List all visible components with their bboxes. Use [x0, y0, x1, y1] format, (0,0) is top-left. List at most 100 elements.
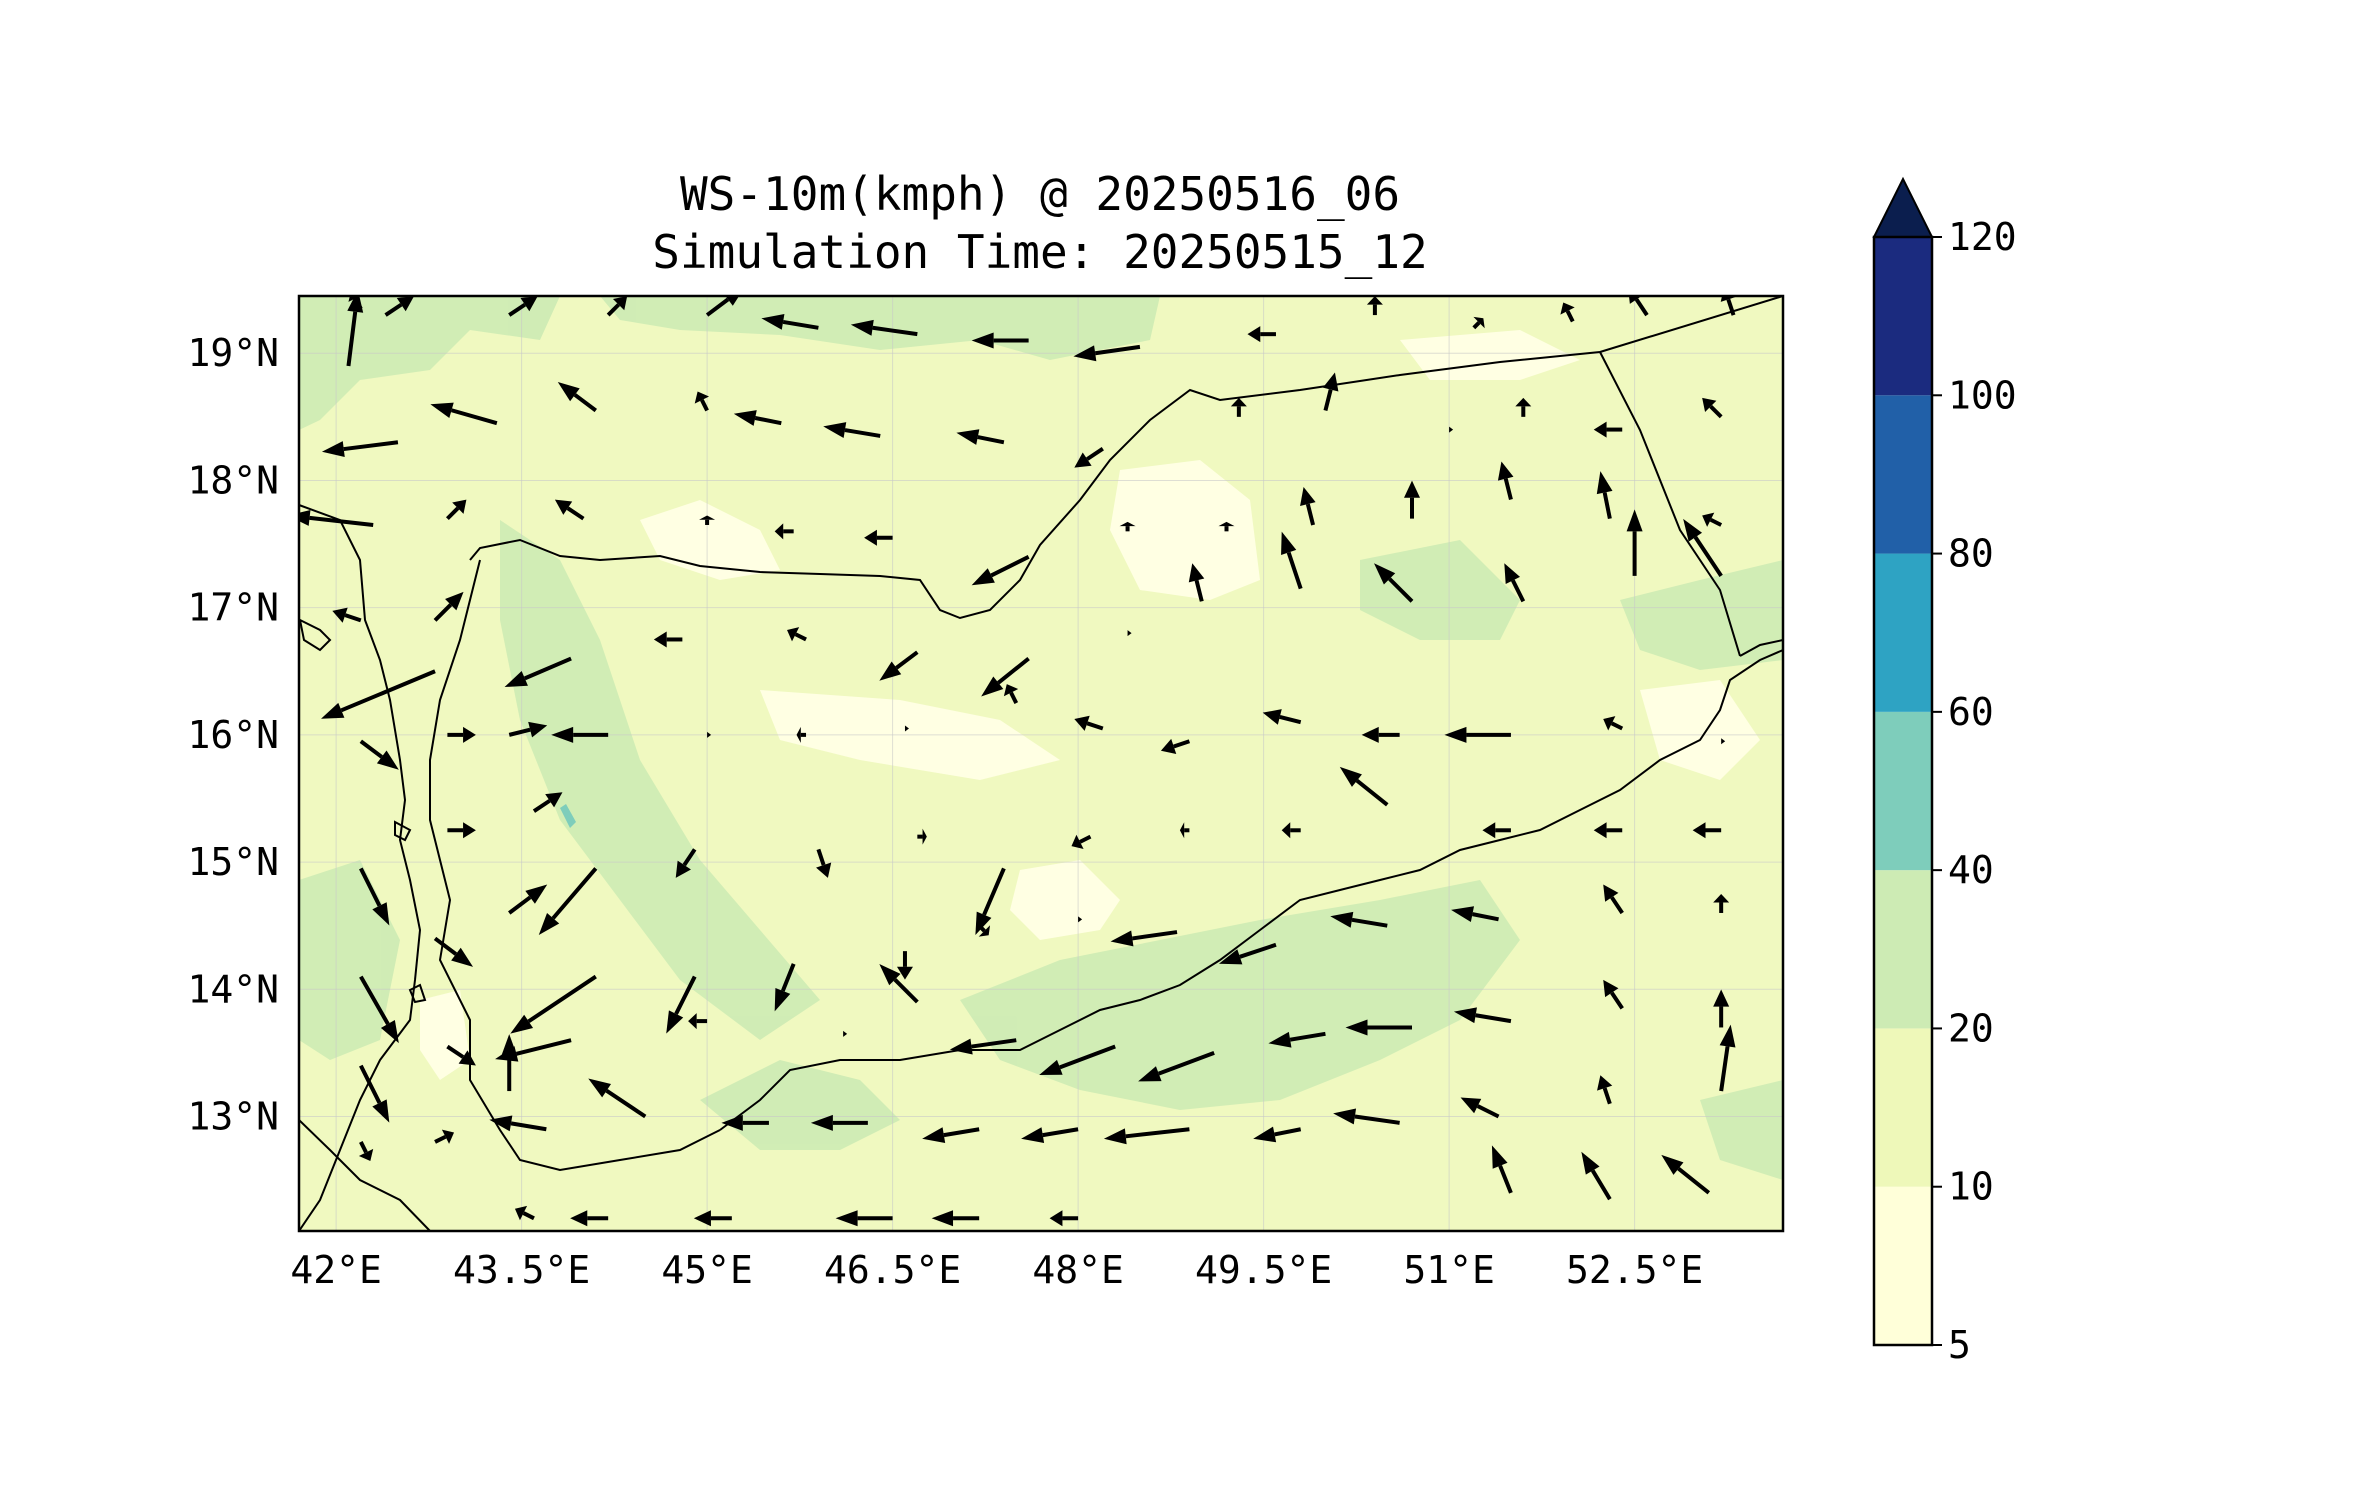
wind-vector-44 — [332, 607, 362, 623]
colorbar-segment-0 — [1874, 1186, 1932, 1345]
coastline-islands — [299, 618, 427, 1004]
colorbar: 5 10 20 40 60 80 100 120 — [1872, 176, 2017, 1367]
wind-vector-112 — [1039, 1044, 1116, 1076]
colorbar-segment-5 — [1874, 395, 1932, 554]
wind-vector-117 — [1603, 979, 1624, 1010]
wind-vector-60 — [447, 726, 476, 743]
wind-vector-45 — [433, 591, 464, 622]
wind-vector-97 — [1078, 916, 1083, 923]
wind-vector-52 — [1127, 630, 1132, 637]
wind-vector-6 — [823, 422, 881, 438]
map-panel — [299, 296, 1783, 1231]
colorbar-tick-label: 60 — [1948, 690, 1994, 734]
wind-vector-71 — [1444, 726, 1511, 743]
map-frame — [297, 294, 1785, 1233]
wind-vector-122 — [588, 1078, 647, 1119]
wind-vector-108 — [688, 1013, 708, 1030]
wind-vector-87 — [1593, 822, 1623, 839]
wind-vector-3 — [557, 381, 597, 413]
wind-vector-50 — [879, 650, 919, 681]
lat-tick-label: 17°N — [187, 586, 279, 630]
longitude-ticks: 42°E 43.5°E 45°E 46.5°E 48°E 49.5°E 51°E 52.5°E — [290, 1248, 1703, 1292]
wind-vector-56 — [1504, 563, 1526, 603]
wind-vector-66 — [1003, 684, 1019, 704]
wind-vector-2 — [430, 402, 498, 426]
wind-vector-113 — [1138, 1051, 1215, 1082]
wind-vector-119 — [358, 1141, 374, 1161]
colorbar-extend-arrow — [1872, 176, 1934, 238]
wind-vector-30 — [299, 509, 374, 527]
wind-vector-68 — [1160, 738, 1191, 755]
colorbar-frame — [1872, 235, 1934, 1347]
wind-vector-86 — [1482, 822, 1511, 839]
wind-vector-93 — [666, 975, 697, 1034]
colorbar-segment-1 — [1874, 1028, 1932, 1187]
wind-vector-26 — [1472, 316, 1485, 330]
wind-vector-100 — [1330, 911, 1388, 928]
wind-vector-111 — [949, 1038, 1017, 1055]
coastline-red-sea-west — [299, 504, 422, 1231]
wind-vector-136 — [835, 1210, 893, 1227]
map-title-line2: Simulation Time: 20250515_12 — [652, 225, 1427, 279]
wind-vector-83 — [1179, 822, 1190, 839]
lon-tick-label: 46.5°E — [824, 1248, 961, 1292]
colorbar-tick-label: 10 — [1948, 1165, 1994, 1209]
wind-vector-73 — [1721, 738, 1726, 745]
wind-vector-105 — [446, 1044, 476, 1066]
wind-vector-23 — [1073, 344, 1141, 362]
wind-vector-81 — [975, 867, 1006, 935]
wind-vector-121 — [489, 1115, 547, 1132]
wind-vector-118 — [1713, 989, 1730, 1028]
wind-speed-fill-10-20 — [299, 296, 1783, 1180]
colorbar-tick-label: 100 — [1948, 373, 2017, 417]
wind-vector-17 — [508, 296, 538, 317]
wind-vector-137 — [931, 1210, 980, 1227]
wind-vector-10 — [1322, 372, 1339, 411]
lat-tick-label: 15°N — [187, 840, 279, 884]
wind-vector-42 — [1596, 471, 1613, 520]
colorbar-tick-label: 5 — [1948, 1323, 1971, 1367]
wind-vector-104 — [359, 1064, 390, 1123]
wind-vector-124 — [810, 1114, 868, 1131]
wind-vector-43 — [1702, 512, 1723, 527]
wind-vector-135 — [693, 1210, 732, 1227]
wind-vector-75 — [447, 822, 476, 839]
wind-vector-47 — [504, 656, 572, 688]
wind-vector-53 — [1188, 563, 1205, 602]
wind-vector-36 — [971, 554, 1030, 586]
wind-vector-96 — [977, 924, 991, 937]
wind-vector-54 — [1281, 531, 1303, 590]
wind-vector-46 — [321, 669, 436, 719]
wind-vector-31 — [445, 499, 467, 521]
wind-vector-130 — [1460, 1097, 1500, 1119]
coastline-red-sea-east — [429, 559, 721, 1172]
colorbar-tick-label: 20 — [1948, 1006, 1994, 1050]
wind-vector-125 — [922, 1127, 980, 1144]
wind-vector-88 — [1692, 822, 1722, 839]
wind-vector-7 — [956, 429, 1005, 445]
wind-vector-139 — [1491, 1145, 1513, 1194]
wind-vector-61 — [508, 721, 548, 738]
wind-vector-110 — [879, 964, 919, 1004]
coastline-oman-east — [1739, 639, 1783, 657]
wind-vector-67 — [1074, 715, 1104, 731]
wind-vector-40 — [1404, 480, 1420, 519]
lon-tick-label: 43.5°E — [453, 1248, 590, 1292]
wind-vector-74 — [359, 867, 390, 926]
lat-tick-label: 16°N — [187, 713, 279, 757]
wind-vector-70 — [1361, 726, 1400, 743]
wind-vector-27 — [1560, 302, 1575, 323]
wind-vector-95 — [896, 951, 913, 980]
wind-vector-28 — [1629, 296, 1649, 317]
wind-vector-48 — [653, 631, 683, 648]
lon-tick-label: 45°E — [661, 1248, 753, 1292]
wind-vector-35 — [864, 529, 893, 546]
lat-tick-label: 13°N — [187, 1095, 279, 1139]
wind-vector-59 — [359, 739, 399, 770]
wind-vector-57 — [1626, 509, 1643, 576]
wind-vector-109 — [843, 1030, 848, 1037]
wind-vector-123 — [721, 1114, 769, 1131]
wind-vector-38 — [1218, 521, 1235, 532]
wind-vector-102 — [1603, 884, 1624, 915]
